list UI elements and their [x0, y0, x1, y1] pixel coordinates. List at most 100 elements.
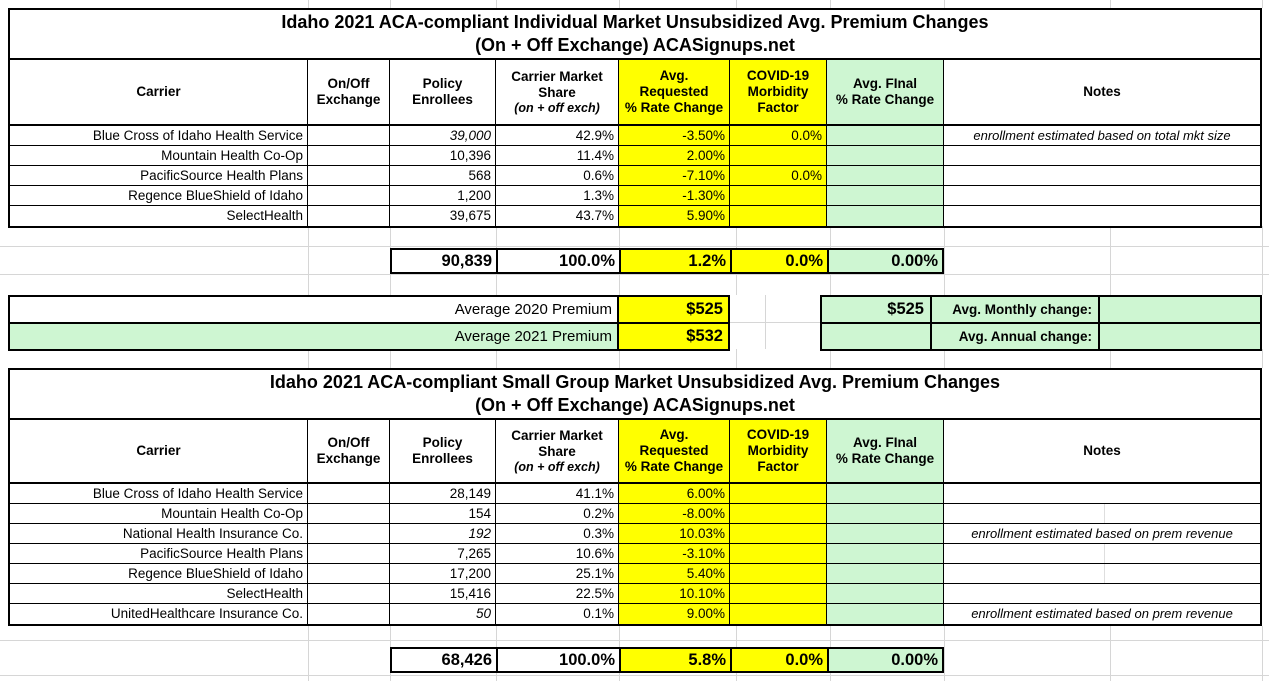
enrollees-cell[interactable]: 154	[390, 504, 496, 524]
table-title[interactable]: Idaho 2021 ACA-compliant Individual Mark…	[10, 10, 1260, 60]
avg-2021-value[interactable]: $532	[617, 324, 728, 349]
col-header-carrier[interactable]: Carrier	[10, 420, 308, 482]
final-rate-cell[interactable]	[827, 504, 944, 524]
carrier-cell[interactable]: UnitedHealthcare Insurance Co.	[10, 604, 308, 624]
covid-factor-cell[interactable]	[730, 584, 827, 604]
covid-factor-cell[interactable]	[730, 504, 827, 524]
final-rate-cell[interactable]	[827, 206, 944, 226]
carrier-cell[interactable]: Regence BlueShield of Idaho	[10, 186, 308, 206]
exchange-cell[interactable]	[308, 604, 390, 624]
final-rate-cell[interactable]	[827, 166, 944, 186]
exchange-cell[interactable]	[308, 564, 390, 584]
market-share-cell[interactable]: 25.1%	[496, 564, 619, 584]
final-rate-cell[interactable]	[827, 564, 944, 584]
exchange-cell[interactable]	[308, 484, 390, 504]
col-header-covid[interactable]: COVID-19 Morbidity Factor	[730, 420, 827, 482]
col-header-requested[interactable]: Avg. Requested % Rate Change	[619, 420, 730, 482]
requested-rate-cell[interactable]: -3.50%	[619, 126, 730, 146]
notes-cell[interactable]: enrollment estimated based on prem reven…	[944, 524, 1260, 544]
col-header-enrollees[interactable]: Policy Enrollees	[390, 60, 496, 124]
col-header-exchange[interactable]: On/Off Exchange	[308, 60, 390, 124]
monthly-change-result[interactable]	[1100, 297, 1260, 322]
monthly-change-base-value[interactable]: $525	[887, 300, 924, 318]
enrollees-cell[interactable]: 39,000	[390, 126, 496, 146]
covid-factor-cell[interactable]	[730, 206, 827, 226]
final-rate-cell[interactable]	[827, 146, 944, 166]
col-header-enrollees[interactable]: Policy Enrollees	[390, 420, 496, 482]
annual-change-result[interactable]	[1100, 324, 1260, 349]
carrier-cell[interactable]: SelectHealth	[10, 584, 308, 604]
total-enrollees-cell[interactable]: 68,426	[441, 651, 492, 669]
market-share-cell[interactable]: 11.4%	[496, 146, 619, 166]
notes-cell[interactable]	[944, 484, 1260, 504]
market-share-cell[interactable]: 10.6%	[496, 544, 619, 564]
avg-2020-value[interactable]: $525	[617, 297, 728, 322]
covid-factor-cell[interactable]: 0.0%	[730, 126, 827, 146]
annual-change-label[interactable]: Avg. Annual change:	[930, 324, 1100, 349]
enrollees-cell[interactable]: 10,396	[390, 146, 496, 166]
col-header-final[interactable]: Avg. FInal % Rate Change	[827, 420, 944, 482]
requested-rate-cell[interactable]: -3.10%	[619, 544, 730, 564]
covid-factor-cell[interactable]	[730, 146, 827, 166]
carrier-cell[interactable]: Regence BlueShield of Idaho	[10, 564, 308, 584]
notes-cell[interactable]: enrollment estimated based on prem reven…	[971, 606, 1233, 621]
monthly-change-label[interactable]: Avg. Monthly change:	[930, 297, 1100, 322]
carrier-cell[interactable]: National Health Insurance Co.	[10, 524, 308, 544]
exchange-cell[interactable]	[308, 206, 390, 226]
enrollees-cell[interactable]: 7,265	[390, 544, 496, 564]
carrier-cell[interactable]: Mountain Health Co-Op	[10, 146, 308, 166]
avg-2020-label[interactable]: Average 2020 Premium	[454, 301, 612, 318]
enrollees-cell[interactable]: 28,149	[390, 484, 496, 504]
market-share-cell[interactable]: 0.2%	[496, 504, 619, 524]
requested-rate-cell[interactable]: 10.03%	[619, 524, 730, 544]
requested-rate-cell[interactable]: -8.00%	[619, 504, 730, 524]
carrier-cell[interactable]: SelectHealth	[10, 206, 308, 226]
enrollees-cell[interactable]: 1,200	[390, 186, 496, 206]
requested-rate-cell[interactable]: -7.10%	[619, 166, 730, 186]
notes-cell[interactable]	[944, 146, 1260, 166]
notes-cell[interactable]	[944, 544, 1260, 564]
requested-rate-cell[interactable]: 2.00%	[619, 146, 730, 166]
total-final-cell[interactable]: 0.00%	[827, 649, 942, 671]
exchange-cell[interactable]	[308, 524, 390, 544]
col-header-carrier[interactable]: Carrier	[10, 60, 308, 124]
total-covid-cell[interactable]: 0.0%	[730, 250, 827, 272]
covid-factor-cell[interactable]	[730, 484, 827, 504]
notes-cell[interactable]	[944, 564, 1260, 584]
total-requested-cell[interactable]: 5.8%	[619, 649, 730, 671]
carrier-cell[interactable]: Blue Cross of Idaho Health Service	[10, 126, 308, 146]
final-rate-cell[interactable]	[827, 186, 944, 206]
final-rate-cell[interactable]	[827, 544, 944, 564]
exchange-cell[interactable]	[308, 544, 390, 564]
col-header-covid[interactable]: COVID-19 Morbidity Factor	[730, 60, 827, 124]
market-share-cell[interactable]: 22.5%	[496, 584, 619, 604]
exchange-cell[interactable]	[308, 126, 390, 146]
total-covid-cell[interactable]: 0.0%	[730, 649, 827, 671]
carrier-cell[interactable]: PacificSource Health Plans	[10, 166, 308, 186]
col-header-notes[interactable]: Notes	[1083, 443, 1121, 458]
col-header-exchange[interactable]: On/Off Exchange	[308, 420, 390, 482]
covid-factor-cell[interactable]	[730, 564, 827, 584]
carrier-cell[interactable]: Blue Cross of Idaho Health Service	[10, 484, 308, 504]
col-header-market-share[interactable]: Carrier Market Share (on + off exch)	[496, 60, 619, 124]
market-share-cell[interactable]: 0.3%	[496, 524, 619, 544]
covid-factor-cell[interactable]	[730, 524, 827, 544]
carrier-cell[interactable]: PacificSource Health Plans	[10, 544, 308, 564]
final-rate-cell[interactable]	[827, 126, 944, 146]
market-share-cell[interactable]: 43.7%	[496, 206, 619, 226]
total-final-cell[interactable]: 0.00%	[827, 250, 942, 272]
market-share-cell[interactable]: 41.1%	[496, 484, 619, 504]
market-share-cell[interactable]: 0.6%	[496, 166, 619, 186]
exchange-cell[interactable]	[308, 186, 390, 206]
exchange-cell[interactable]	[308, 584, 390, 604]
notes-cell[interactable]	[944, 206, 1260, 226]
table-title[interactable]: Idaho 2021 ACA-compliant Small Group Mar…	[10, 370, 1260, 420]
requested-rate-cell[interactable]: 9.00%	[619, 604, 730, 624]
col-header-final[interactable]: Avg. FInal % Rate Change	[827, 60, 944, 124]
notes-cell[interactable]	[944, 166, 1260, 186]
col-header-requested[interactable]: Avg. Requested % Rate Change	[619, 60, 730, 124]
market-share-cell[interactable]: 42.9%	[496, 126, 619, 146]
final-rate-cell[interactable]	[827, 604, 944, 624]
notes-cell[interactable]	[944, 504, 1260, 524]
final-rate-cell[interactable]	[827, 524, 944, 544]
